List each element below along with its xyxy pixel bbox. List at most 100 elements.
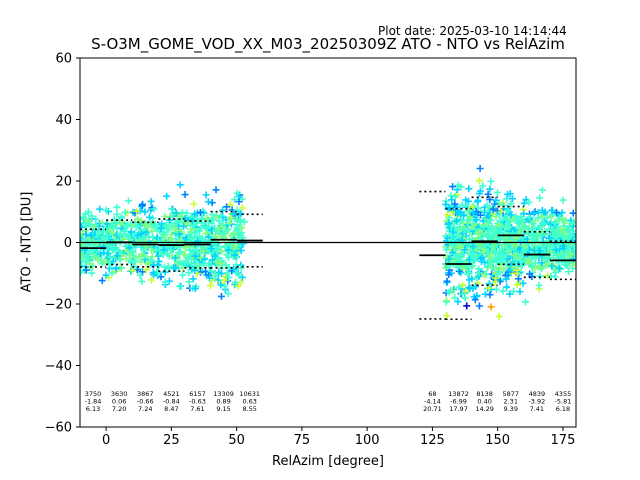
scatter-point (491, 228, 499, 236)
scatter-point (559, 215, 567, 223)
scatter-point (150, 271, 158, 279)
plot-date: Plot date: 2025-03-10 14:14:44 (378, 24, 567, 38)
scatter-point (568, 219, 576, 227)
scatter-point (459, 281, 467, 289)
scatter-point (91, 223, 99, 231)
scatter-point (171, 254, 179, 262)
scatter-point (536, 194, 544, 202)
scatter-point (476, 187, 484, 195)
scatter-point (498, 258, 506, 266)
scatter-point (454, 298, 462, 306)
scatter-point (198, 234, 206, 242)
y-tick-label: 40 (55, 113, 72, 128)
scatter-point (83, 240, 91, 248)
scatter-point (137, 230, 145, 238)
scatter-point (140, 246, 148, 254)
scatter-point (80, 268, 85, 276)
scatter-point (486, 253, 494, 261)
bin-label: 0.40 (477, 398, 491, 406)
scatter-point (492, 274, 500, 282)
scatter-point (508, 195, 516, 203)
scatter-point (122, 255, 130, 263)
scatter-point (500, 264, 508, 272)
scatter-point (451, 294, 459, 302)
scatter-point (463, 302, 471, 310)
scatter-point (240, 218, 248, 226)
scatter-point (459, 229, 467, 237)
scatter-point (183, 209, 191, 217)
scatter-point (236, 216, 244, 224)
scatter-point (513, 266, 521, 274)
scatter-point (498, 246, 506, 254)
scatter-point (567, 232, 575, 240)
scatter-point (492, 196, 500, 204)
scatter-point (148, 253, 156, 261)
scatter-point (110, 215, 118, 223)
scatter-point (161, 268, 169, 276)
scatter-point (538, 212, 546, 220)
scatter-point (178, 271, 186, 279)
scatter-point (510, 240, 518, 248)
scatter-point (471, 296, 479, 304)
scatter-point (235, 272, 243, 280)
scatter-point (177, 237, 185, 245)
bin-label: 68 (428, 390, 436, 398)
bin-label: 6.18 (556, 405, 570, 413)
scatter-point (473, 292, 481, 300)
scatter-point (487, 264, 495, 272)
bin-label: 20.71 (423, 405, 442, 413)
bin-label: 7.41 (530, 405, 544, 413)
bin-label: 0.63 (242, 398, 256, 406)
scatter-point (503, 283, 511, 291)
scatter-point (447, 287, 455, 295)
scatter-point (505, 266, 513, 274)
scatter-point (465, 269, 473, 277)
scatter-point (483, 231, 491, 239)
scatter-point (160, 246, 168, 254)
scatter-point (96, 205, 104, 213)
scatter-point (133, 207, 141, 215)
scatter-point (502, 215, 510, 223)
scatter-point (507, 211, 515, 219)
scatter-point (144, 240, 152, 248)
scatter-point (141, 256, 149, 264)
scatter-point (223, 203, 231, 211)
scatter-point (168, 205, 176, 213)
scatter-point (487, 242, 495, 250)
scatter-point (478, 253, 486, 261)
scatter-point (232, 246, 240, 254)
x-tick-label: 0 (102, 433, 110, 448)
scatter-point (188, 234, 196, 242)
scatter-point (504, 223, 512, 231)
scatter-point (227, 232, 235, 240)
scatter-point (220, 276, 228, 284)
scatter-point (187, 260, 195, 268)
scatter-point (185, 269, 193, 277)
scatter-point (116, 231, 124, 239)
scatter-point (205, 262, 213, 270)
scatter-point (221, 282, 229, 290)
scatter-point (521, 222, 529, 230)
scatter-point (191, 229, 199, 237)
scatter-point (455, 267, 463, 275)
scatter-point (461, 246, 469, 254)
scatter-point (484, 248, 492, 256)
bin-label: -5.81 (555, 398, 572, 406)
scatter-point (212, 258, 220, 266)
scatter-point (548, 262, 556, 270)
scatter-point (469, 249, 477, 257)
scatter-point (557, 225, 565, 233)
scatter-point (480, 223, 488, 231)
bin-label: 9.15 (216, 405, 230, 413)
scatter-point (208, 219, 216, 227)
scatter-point (206, 282, 214, 290)
scatter-point (214, 276, 222, 284)
scatter-point (219, 206, 227, 214)
scatter-point (173, 209, 181, 217)
scatter-point (218, 247, 226, 255)
scatter-point (200, 248, 208, 256)
scatter-point (167, 231, 175, 239)
scatter-point (503, 195, 511, 203)
scatter-point (82, 258, 90, 266)
